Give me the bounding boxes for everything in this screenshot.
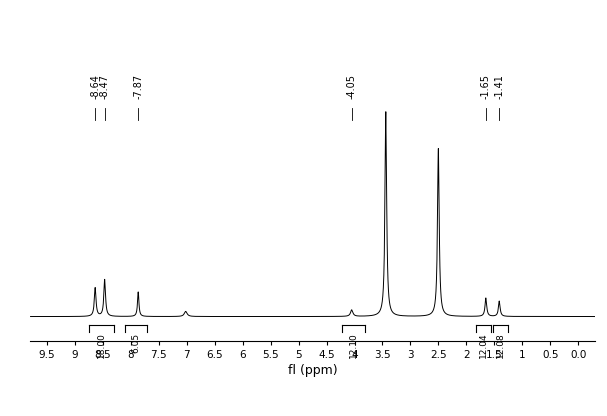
Text: -1.41: -1.41 [494, 74, 504, 99]
Text: 18.00: 18.00 [97, 332, 106, 359]
Text: -1.65: -1.65 [481, 74, 491, 99]
Text: 12.08: 12.08 [496, 332, 505, 358]
Text: -7.87: -7.87 [133, 74, 143, 99]
X-axis label: fl (ppm): fl (ppm) [288, 364, 337, 377]
Text: -4.05: -4.05 [347, 74, 357, 99]
Text: 6.05: 6.05 [132, 332, 140, 353]
Text: 12.04: 12.04 [480, 332, 489, 358]
Text: 12.10: 12.10 [349, 332, 358, 358]
Text: -8.47: -8.47 [100, 74, 110, 99]
Text: -8.64: -8.64 [90, 74, 100, 99]
